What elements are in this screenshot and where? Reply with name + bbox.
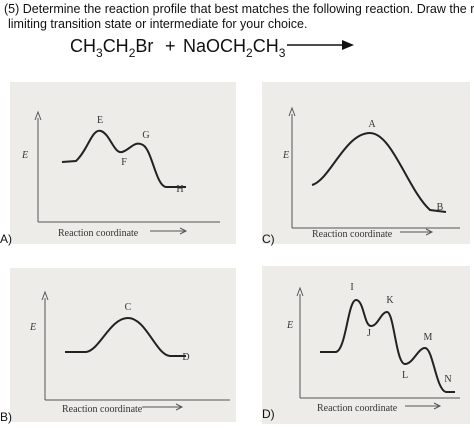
formula-part: Br: [135, 36, 153, 56]
profile-panel: E Reaction coordinate C D B): [0, 268, 236, 424]
panel-background: [10, 268, 236, 422]
point-label: E: [97, 115, 103, 126]
x-axis-arrow-head: [433, 402, 442, 410]
y-axis-label: E: [286, 320, 293, 331]
formula-part: NaOCH: [183, 36, 246, 56]
y-axis-label: E: [21, 150, 28, 161]
x-axis-label: Reaction coordinate: [317, 403, 398, 414]
x-axis-arrow-head: [425, 228, 434, 236]
subscript: 2: [246, 46, 253, 60]
point-label: A: [368, 119, 376, 130]
formula-part: CH: [70, 36, 96, 56]
arrow-head: [342, 40, 354, 50]
profile-panel: E Reaction coordinate I J K L M N D): [262, 266, 470, 424]
option-label: B): [0, 410, 12, 424]
point-label: I: [350, 282, 353, 293]
panel-background: [262, 82, 470, 244]
x-axis-label: Reaction coordinate: [62, 404, 143, 415]
x-axis-label: Reaction coordinate: [312, 229, 393, 240]
subscript: 2: [129, 46, 136, 60]
y-axis-arrow: [34, 110, 42, 121]
point-label: G: [142, 130, 149, 141]
x-axis-arrow-head: [175, 403, 184, 411]
option-label: D): [262, 407, 275, 421]
point-label: M: [424, 332, 433, 343]
y-axis-arrow: [296, 286, 304, 297]
point-label: B: [437, 202, 444, 213]
point-label: D: [182, 352, 189, 363]
y-axis-arrow: [288, 106, 296, 117]
point-label: K: [386, 295, 394, 306]
energy-curve: [311, 131, 447, 213]
x-axis-label: Reaction coordinate: [58, 228, 139, 239]
y-axis-label: E: [29, 322, 36, 333]
subscript: 3: [279, 46, 286, 60]
question-line: limiting transition state or intermediat…: [8, 17, 307, 31]
reactant: CH3CH2Br: [70, 36, 153, 60]
reactant: NaOCH2CH3: [183, 36, 286, 60]
y-axis-label: E: [282, 150, 289, 161]
point-label: C: [125, 302, 132, 313]
point-label: J: [367, 328, 371, 339]
profile-panel: E Reaction coordinate E F G H A): [0, 82, 236, 246]
plus-sign: +: [165, 36, 176, 56]
profile-panel: E Reaction coordinate A B C): [262, 82, 470, 246]
formula-part: CH: [103, 36, 129, 56]
subscript: 3: [96, 46, 103, 60]
y-axis-arrow: [41, 290, 49, 301]
point-label: L: [402, 370, 408, 381]
point-label: H: [176, 184, 183, 195]
panel-background: [262, 266, 470, 424]
energy-curve: [65, 316, 186, 357]
point-label: N: [444, 374, 451, 385]
panel-background: [10, 82, 236, 244]
energy-curve: [320, 298, 455, 393]
x-axis-arrow-head: [179, 227, 188, 235]
question-line: (5) Determine the reaction profile that …: [4, 2, 474, 16]
point-label: F: [121, 157, 127, 168]
option-label: A): [0, 232, 12, 246]
formula-part: CH: [253, 36, 279, 56]
energy-curve: [61, 129, 186, 188]
option-label: C): [262, 232, 275, 246]
